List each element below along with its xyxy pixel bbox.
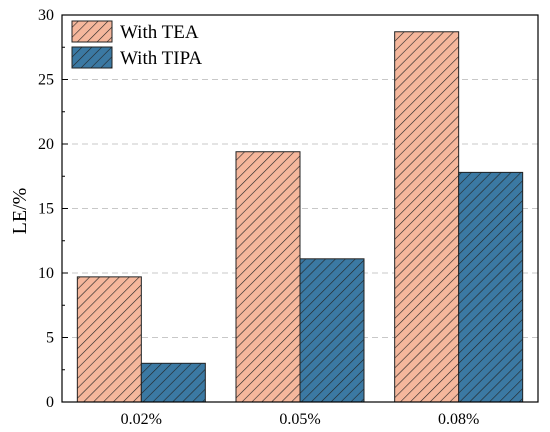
y-tick-label: 30 bbox=[38, 7, 54, 24]
legend-swatch-tea bbox=[71, 20, 113, 43]
x-tick-label: 0.08% bbox=[438, 411, 479, 428]
bar-tea bbox=[394, 31, 460, 403]
legend: With TEA With TIPA bbox=[71, 20, 202, 69]
bar-tipa bbox=[458, 171, 524, 403]
bars bbox=[76, 31, 524, 403]
x-tick-label: 0.05% bbox=[279, 411, 320, 428]
y-tick-label: 0 bbox=[46, 394, 54, 411]
bar-tipa bbox=[140, 362, 206, 403]
y-tick-label: 10 bbox=[38, 265, 54, 282]
legend-label-tipa: With TIPA bbox=[120, 48, 202, 69]
x-tick-label: 0.02% bbox=[121, 411, 162, 428]
legend-label-tea: With TEA bbox=[120, 22, 199, 43]
y-tick-label: 5 bbox=[46, 330, 54, 347]
y-tick-label: 15 bbox=[38, 201, 54, 218]
tick-labels: 0 5 10 15 20 25 30 0.02% 0.05% 0.08% bbox=[38, 7, 479, 428]
y-axis-title: LE/% bbox=[9, 188, 31, 235]
legend-swatch-tipa bbox=[71, 46, 113, 69]
y-tick-label: 20 bbox=[38, 136, 54, 153]
bar-tipa bbox=[299, 258, 365, 403]
axes bbox=[61, 14, 539, 403]
bar-tea bbox=[76, 276, 142, 403]
y-tick-label: 25 bbox=[38, 72, 54, 89]
plot-frame bbox=[61, 14, 539, 403]
bar-tea bbox=[235, 151, 301, 403]
